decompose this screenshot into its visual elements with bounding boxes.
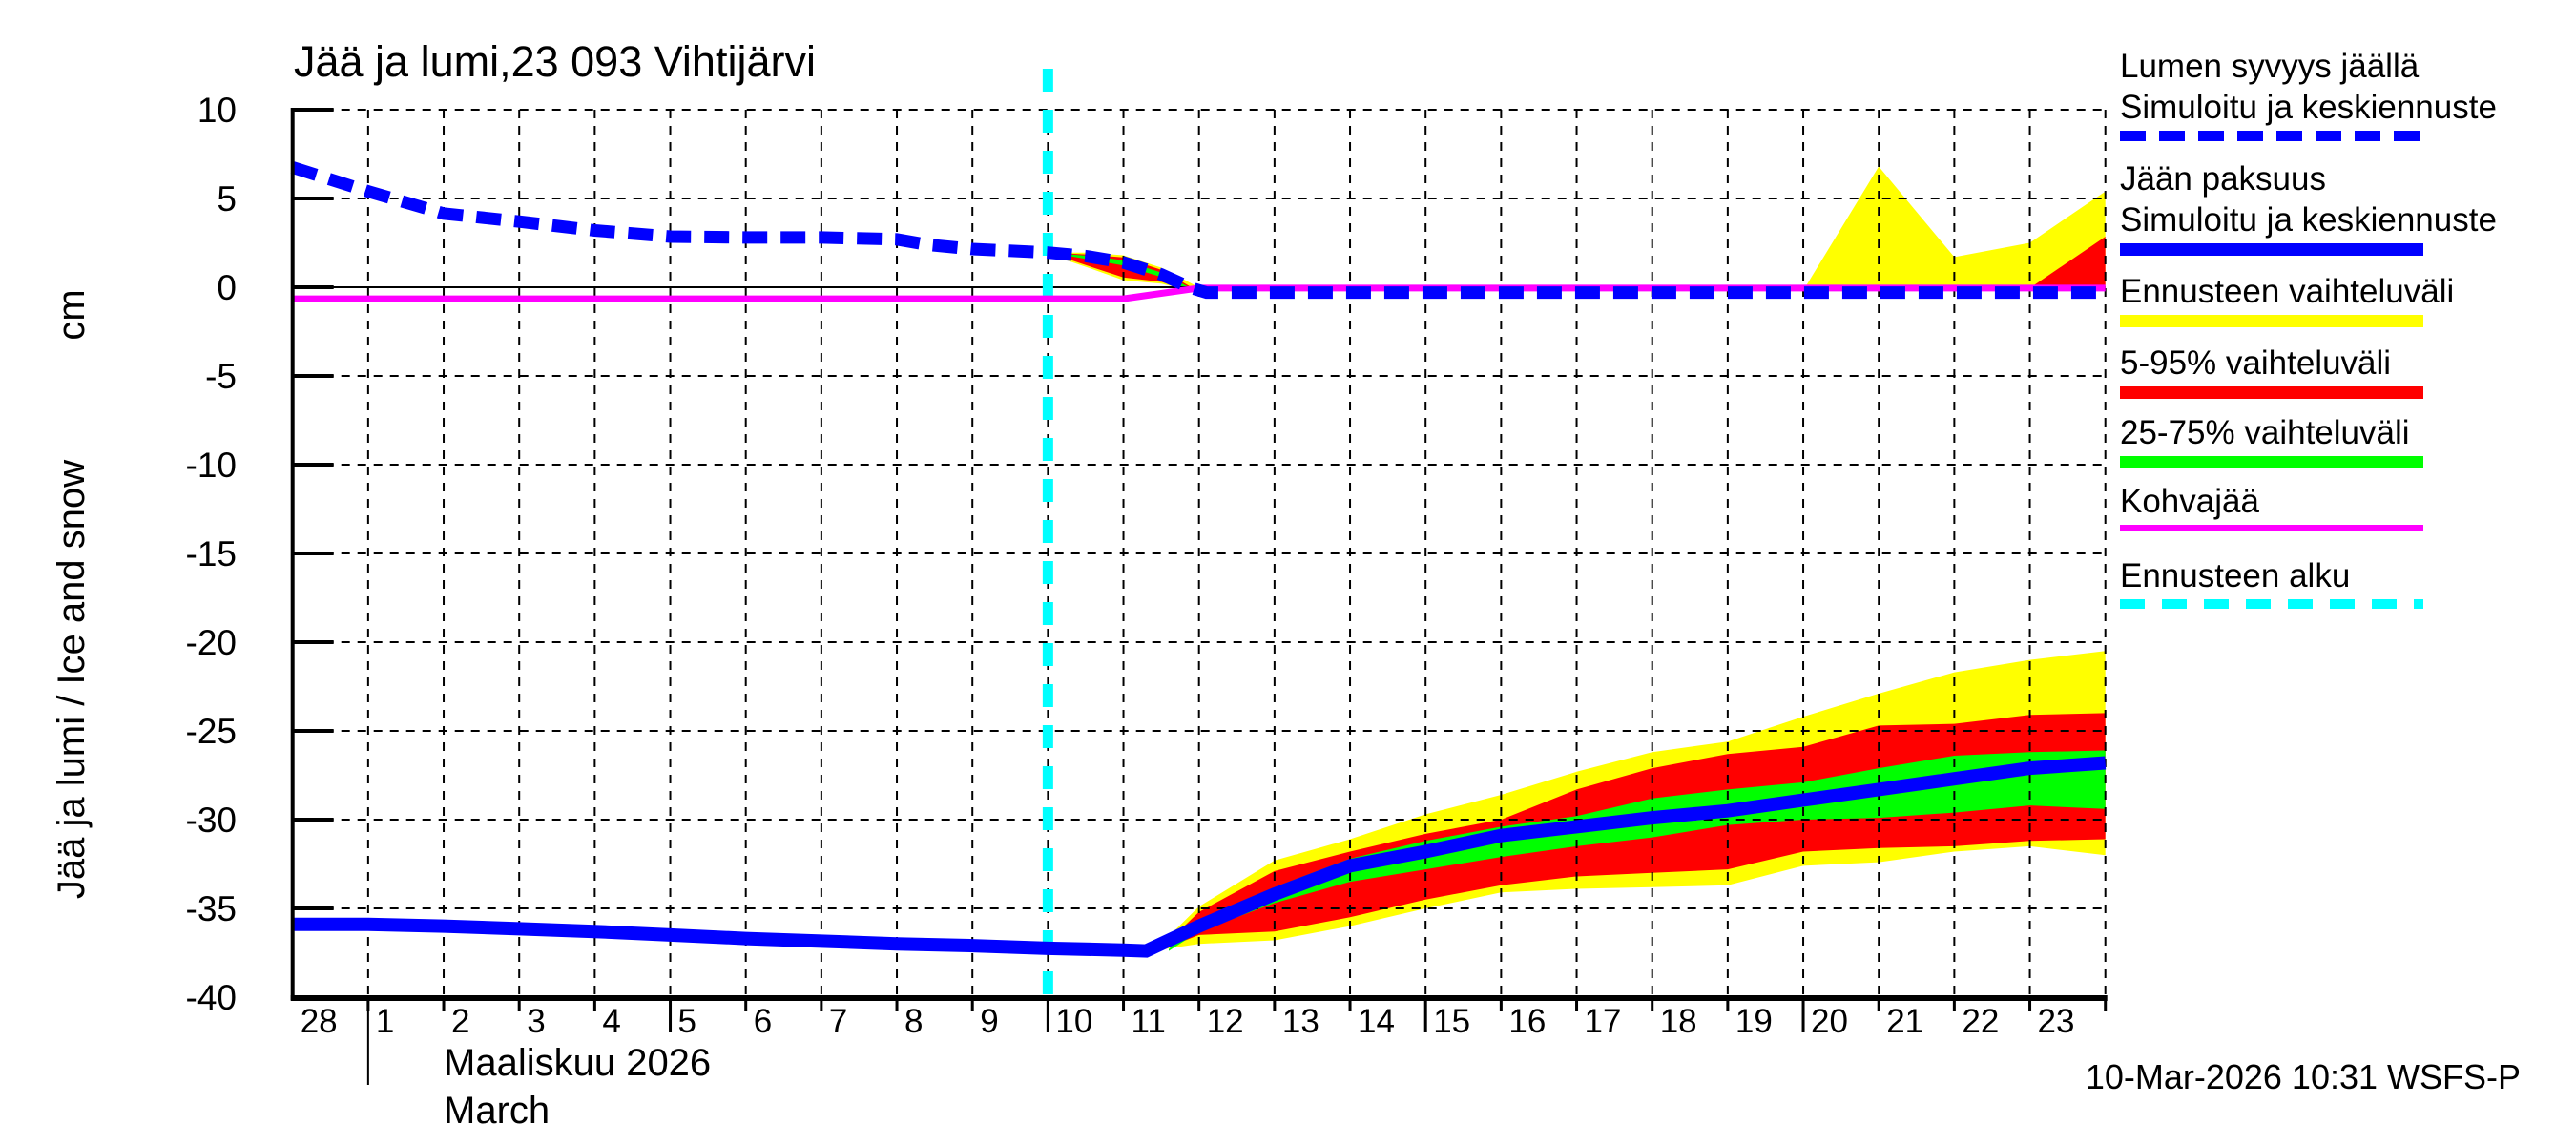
x-day-label-28: 28 (301, 1003, 338, 1040)
x-day-label-8: 8 (904, 1003, 923, 1040)
y-tick-label--25: -25 (186, 712, 237, 751)
legend-item-kohvajaa: Kohvajää (2120, 481, 2568, 531)
legend-label: Jään paksuus (2120, 160, 2326, 198)
x-day-label-21: 21 (1886, 1003, 1923, 1040)
legend-swatch-snow-depth-median (2120, 131, 2423, 141)
x-day-label-14: 14 (1358, 1003, 1395, 1040)
x-day-label-20: 20 (1811, 1003, 1848, 1040)
x-day-label-3: 3 (527, 1003, 545, 1040)
x-day-label-19: 19 (1735, 1003, 1773, 1040)
legend-item-forecast-range: Ennusteen vaihteluväli (2120, 271, 2568, 327)
x-day-label-18: 18 (1660, 1003, 1697, 1040)
x-day-label-22: 22 (1962, 1003, 1999, 1040)
y-tick-label-10: 10 (197, 91, 237, 130)
legend-swatch-kohvajaa (2120, 525, 2423, 531)
chart-timestamp: 10-Mar-2026 10:31 WSFS-P (2085, 1057, 2521, 1096)
legend-swatch-forecast-start (2120, 599, 2423, 609)
y-tick-label--40: -40 (186, 978, 237, 1017)
ice-thickness-line (292, 756, 2107, 958)
legend-label: 5-95% vaihteluväli (2120, 344, 2392, 382)
y-axis-unit: cm (51, 289, 93, 340)
ice-band-25-75 (1169, 750, 2106, 951)
x-day-label-10: 10 (1055, 1003, 1092, 1040)
chart-title: Jää ja lumi,23 093 Vihtijärvi (294, 37, 816, 86)
legend-label: Kohvajää (2120, 483, 2259, 520)
x-day-label-4: 4 (602, 1003, 620, 1040)
y-tick-label--20: -20 (186, 623, 237, 662)
x-day-label-23: 23 (2038, 1003, 2075, 1040)
legend-swatch-ice-thickness-median (2120, 243, 2423, 256)
x-day-label-5: 5 (678, 1003, 696, 1040)
y-axis-label: Jää ja lumi / Ice and snow (51, 460, 93, 899)
legend-item-snow-depth-median: Lumen syvyys jäällä Simuloitu ja keskienn… (2120, 46, 2568, 141)
legend-item-forecast-start: Ennusteen alku (2120, 555, 2568, 609)
y-tick-label-0: 0 (217, 268, 237, 307)
legend-swatch-forecast-range (2120, 315, 2423, 327)
legend-label: Lumen syvyys jäällä (2120, 48, 2420, 85)
legend-item-range-5-95: 5-95% vaihteluväli (2120, 343, 2568, 399)
month-label-en: March (444, 1090, 550, 1132)
x-day-label-2: 2 (451, 1003, 469, 1040)
x-day-label-13: 13 (1282, 1003, 1319, 1040)
month-label-fi: Maaliskuu 2026 (444, 1042, 711, 1084)
legend-item-range-25-75: 25-75% vaihteluväli (2120, 412, 2568, 468)
legend-label: 25-75% vaihteluväli (2120, 414, 2410, 451)
snow-depth-line (290, 161, 2106, 300)
legend-label: Simuloitu ja keskiennuste (2120, 201, 2497, 239)
snow-spike-5-95 (2029, 237, 2106, 288)
legend-item-ice-thickness-median: Jään paksuus Simuloitu ja keskiennuste (2120, 158, 2568, 256)
y-tick-label--10: -10 (186, 446, 237, 485)
legend-label: Ennusteen alku (2120, 557, 2351, 594)
x-day-label-11: 11 (1132, 1003, 1166, 1040)
y-tick-label-5: 5 (217, 179, 237, 219)
x-day-label-1: 1 (376, 1003, 394, 1040)
x-day-label-7: 7 (829, 1003, 847, 1040)
legend-swatch-range-5-95 (2120, 386, 2423, 399)
x-day-label-9: 9 (980, 1003, 998, 1040)
y-tick-label--35: -35 (186, 889, 237, 928)
legend-swatch-range-25-75 (2120, 456, 2423, 468)
y-tick-label--30: -30 (186, 801, 237, 840)
legend-label: Simuloitu ja keskiennuste (2120, 89, 2497, 126)
x-day-label-16: 16 (1508, 1003, 1546, 1040)
x-day-label-17: 17 (1585, 1003, 1622, 1040)
y-tick-label--5: -5 (205, 357, 237, 396)
y-tick-label--15: -15 (186, 534, 237, 573)
legend-label: Ennusteen vaihteluväli (2120, 273, 2455, 310)
x-day-label-6: 6 (754, 1003, 772, 1040)
x-day-label-15: 15 (1433, 1003, 1470, 1040)
x-day-label-12: 12 (1207, 1003, 1244, 1040)
